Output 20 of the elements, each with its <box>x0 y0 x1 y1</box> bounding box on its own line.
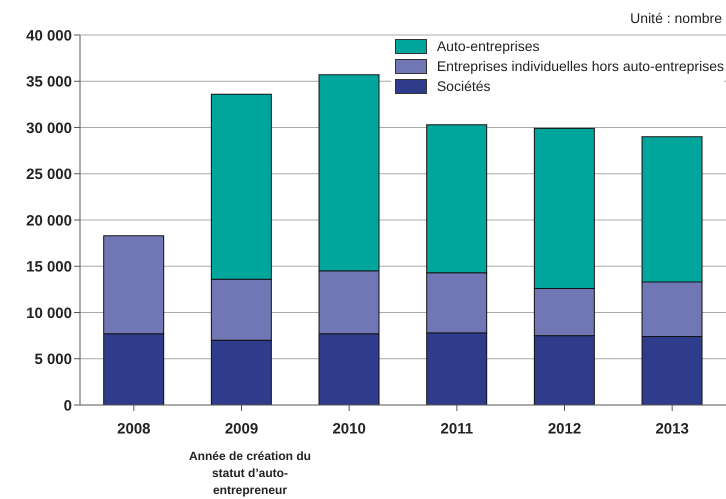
y-tick-label: 10 000 <box>26 304 72 322</box>
y-tick-label: 40 000 <box>26 27 72 44</box>
y-tick-label: 0 <box>64 397 72 414</box>
text: Année de création du statut d’auto-entrepreneur <box>188 448 312 499</box>
y-tick-label: 30 000 <box>26 120 72 137</box>
x-tick-label: 2010 <box>332 420 366 438</box>
legend-label: Auto-entreprises <box>436 38 540 54</box>
y-tick-label: 35 000 <box>26 74 72 91</box>
text: Unité : nombre <box>630 10 722 26</box>
x-tick-label: 2013 <box>655 420 689 438</box>
x-tick-label: 2011 <box>440 420 474 438</box>
legend-label: Sociétés <box>436 78 491 94</box>
y-tick-label: 15 000 <box>26 258 72 276</box>
legend-label: Entreprises individuelles hors auto-entreprises <box>436 58 724 74</box>
y-tick-label: 5 000 <box>34 351 72 368</box>
x-tick-label: 2008 <box>117 420 151 438</box>
y-tick-label: 25 000 <box>26 166 72 184</box>
x-tick-label: 2012 <box>548 420 582 438</box>
y-tick-label: 20 000 <box>26 212 72 230</box>
x-tick-label: 2009 <box>224 420 258 438</box>
